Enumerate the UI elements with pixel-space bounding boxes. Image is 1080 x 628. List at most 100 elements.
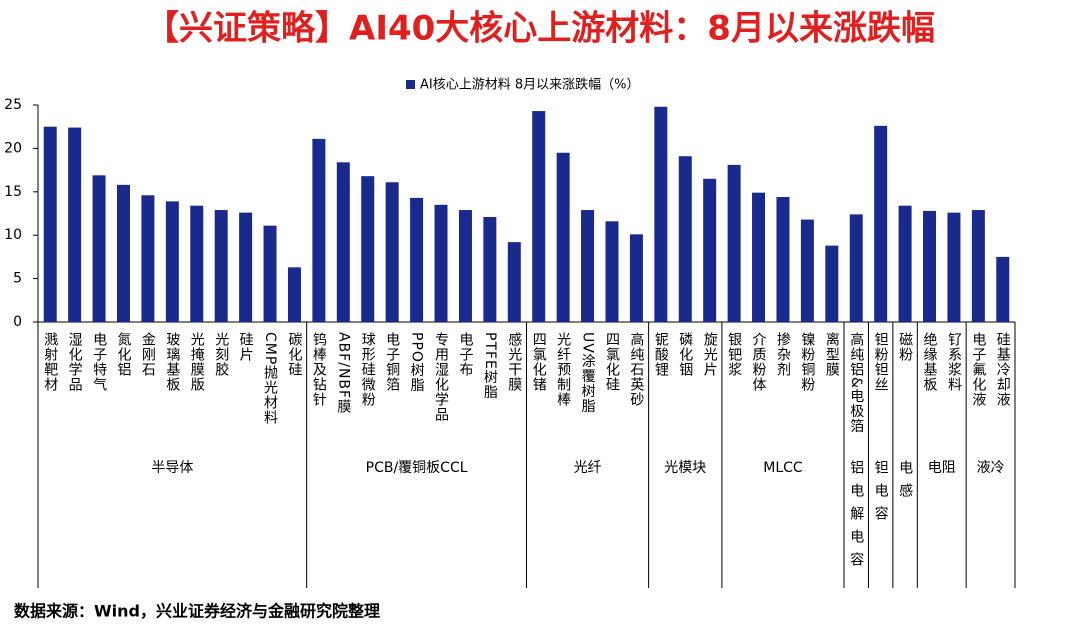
bar	[874, 125, 888, 322]
x-tick-label: 玻璃基板	[164, 332, 180, 392]
bar	[287, 267, 301, 322]
bar	[727, 164, 741, 322]
x-tick-label: 介质粉体	[751, 332, 767, 392]
bar	[898, 205, 912, 322]
y-tick-label: 5	[13, 271, 22, 287]
bar	[116, 184, 130, 322]
x-tick-label: 电子氟化液	[970, 332, 986, 407]
x-tick-label: 光纤预制棒	[555, 332, 571, 407]
x-tick-label: 硅片	[238, 332, 254, 362]
group-label: 液冷	[977, 460, 1005, 476]
x-tick-label: 磁粉	[897, 332, 913, 362]
bar	[507, 242, 521, 322]
x-tick-label: 光掩膜版	[189, 332, 205, 392]
bar	[532, 111, 546, 323]
bar	[141, 195, 155, 322]
bar	[849, 214, 863, 322]
source-note: 数据来源：Wind，兴业证券经济与金融研究院整理	[14, 602, 380, 621]
group-label: 半导体	[151, 460, 193, 476]
x-tick-label: 绝缘基板	[922, 332, 938, 392]
bar	[92, 175, 106, 322]
x-tick-label: 磷化铟	[677, 332, 693, 377]
group-label: 光纤	[574, 460, 602, 476]
bar	[678, 156, 692, 322]
bar	[654, 106, 668, 323]
group-label: 钽电容	[873, 460, 889, 529]
y-tick-label: 15	[4, 184, 22, 200]
x-tick-label: 金刚石	[140, 332, 156, 377]
x-tick-label: 铌酸锂	[653, 332, 669, 377]
x-tick-label: 溅射靶材	[42, 332, 58, 392]
y-tick-label: 25	[4, 97, 22, 113]
x-tick-label: 球形硅微粉	[360, 332, 376, 407]
x-tick-label: CMP抛光材料	[262, 332, 278, 425]
legend-swatch	[406, 80, 415, 89]
bar	[923, 210, 937, 322]
bar	[312, 138, 326, 322]
bar	[361, 176, 375, 322]
x-tick-label: 电子布	[457, 332, 473, 377]
bar	[43, 126, 57, 322]
group-label: 电阻	[928, 460, 956, 476]
x-tick-label: ABF/NBF膜	[335, 332, 351, 414]
bar	[239, 212, 253, 322]
group-label: MLCC	[763, 460, 803, 476]
x-tick-label: PTFE树脂	[482, 332, 498, 400]
bar	[947, 212, 961, 322]
chart-title: 【兴证策略】AI40大核心上游材料：8月以来涨跌幅	[145, 9, 935, 49]
bar	[410, 197, 424, 322]
bar	[996, 256, 1010, 322]
x-tick-label: 专用湿化学品	[433, 332, 449, 422]
bar	[776, 197, 790, 322]
x-tick-label: 旋光片	[702, 332, 718, 377]
x-tick-label: PPO树脂	[409, 332, 425, 393]
bar	[703, 178, 717, 322]
bar	[971, 210, 985, 322]
y-tick-label: 20	[4, 140, 22, 156]
x-tick-label: 氮化铝	[115, 332, 131, 377]
group-label: 电感	[897, 460, 913, 506]
x-tick-label: 感光干膜	[506, 331, 522, 392]
bar	[190, 205, 204, 322]
bar	[581, 210, 595, 322]
bar	[165, 201, 179, 322]
bar	[825, 245, 839, 322]
x-tick-label: 高纯石英砂	[628, 331, 644, 407]
legend-label: AI核心上游材料 8月以来涨跌幅（%）	[420, 77, 639, 93]
bar	[483, 216, 497, 322]
x-tick-label: 钽粉钽丝	[873, 332, 889, 392]
group-label: PCB/覆铜板CCL	[366, 460, 468, 476]
bar	[556, 152, 570, 322]
bar	[800, 219, 814, 322]
x-tick-label: 掺杂剂	[775, 331, 791, 377]
bar	[458, 210, 472, 322]
x-tick-label: 钨棒及钻针	[311, 332, 327, 407]
bar	[434, 204, 448, 322]
bar	[336, 162, 350, 322]
x-tick-label: 钌系浆料	[946, 332, 962, 392]
x-tick-label: 光刻胶	[213, 332, 229, 377]
x-tick-label: 镍粉铜粉	[799, 332, 815, 392]
group-label: 光模块	[664, 460, 706, 476]
bar	[605, 221, 619, 322]
bar	[385, 182, 399, 322]
x-tick-label: 离型膜	[824, 331, 840, 377]
x-tick-label: 四氯化硅	[604, 332, 620, 392]
bar	[263, 225, 277, 322]
bar	[752, 192, 766, 322]
x-tick-label: 高纯铝&电极箔	[848, 331, 864, 434]
x-tick-label: 硅基冷却液	[995, 332, 1011, 407]
bar	[68, 127, 82, 323]
bar	[629, 234, 643, 322]
bar	[214, 210, 228, 322]
x-tick-label: 四氯化锗	[531, 332, 547, 392]
y-tick-label: 10	[4, 227, 22, 243]
x-tick-label: 碳化硅	[286, 332, 302, 377]
y-tick-label: 0	[13, 314, 22, 330]
x-tick-label: 电子特气	[91, 332, 107, 392]
x-tick-label: 湿化学品	[67, 332, 83, 392]
x-tick-label: 银钯浆	[726, 332, 742, 377]
group-label: 铝电解电容	[848, 460, 864, 575]
x-tick-label: UV涂覆树脂	[580, 332, 596, 414]
